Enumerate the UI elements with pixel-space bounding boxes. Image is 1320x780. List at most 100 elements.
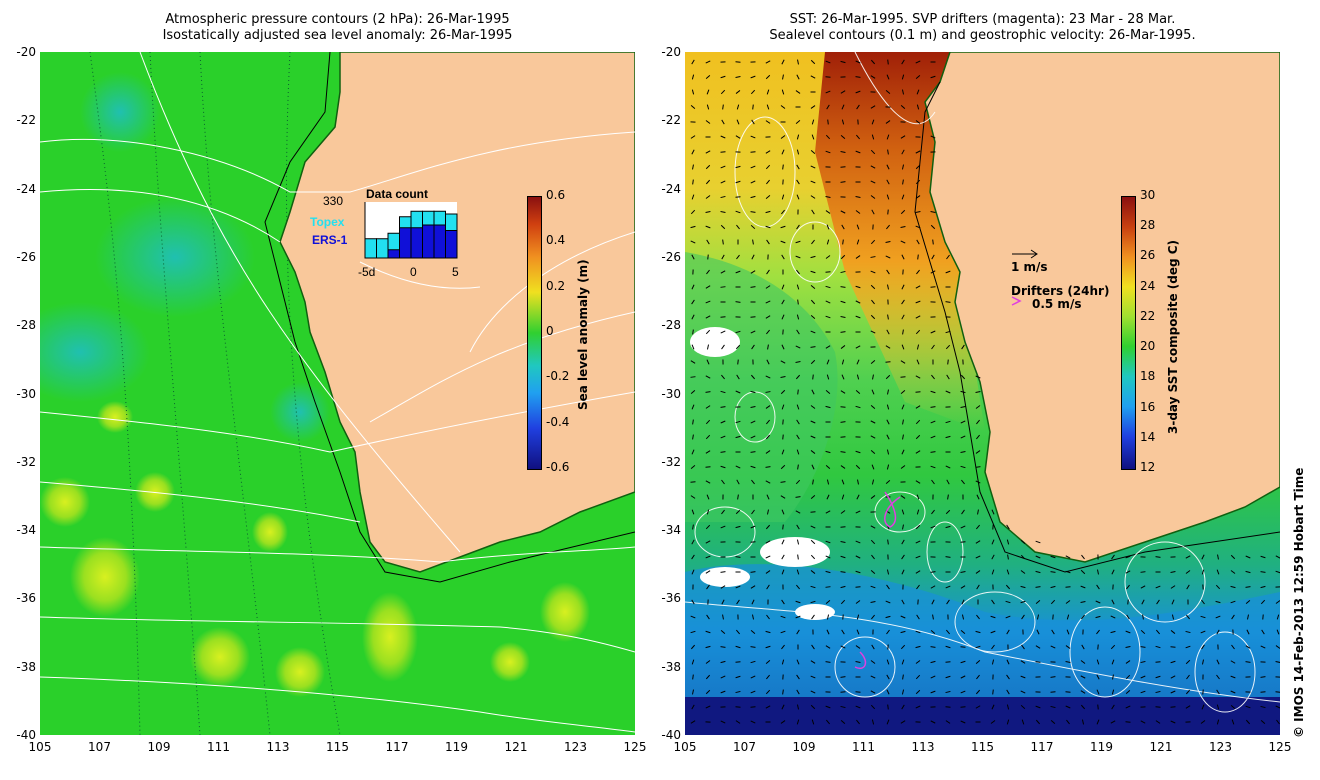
velocity-arrow [692,329,694,335]
velocity-arrow [887,314,889,320]
velocity-arrow [975,630,981,634]
velocity-arrow [915,285,921,289]
velocity-arrow [886,284,890,290]
velocity-arrow [811,644,815,650]
velocity-arrow [945,420,951,424]
velocity-arrow [765,524,771,530]
velocity-arrow [810,704,816,710]
velocity-arrow [691,74,695,80]
velocity-arrow [917,254,919,260]
velocity-arrow [765,480,771,484]
velocity-arrow [870,75,876,79]
velocity-arrow [765,705,771,709]
velocity-arrow [1140,585,1146,589]
velocity-arrow [1185,689,1191,695]
velocity-arrow [945,509,951,515]
velocity-arrow [705,689,711,695]
velocity-arrow [855,555,861,559]
velocity-arrow [797,464,799,470]
velocity-arrow [810,660,816,664]
velocity-arrow [930,75,936,79]
velocity-arrow [1200,630,1206,634]
velocity-arrow [722,104,724,110]
velocity-arrow [946,254,950,260]
velocity-arrow [855,464,861,470]
velocity-arrow [1096,659,1100,665]
velocity-arrow [811,209,815,215]
velocity-arrow [930,585,936,589]
velocity-arrow [1110,630,1116,634]
x-tick-label: 125 [623,740,647,754]
velocity-arrow [946,599,950,605]
velocity-arrow [870,660,876,664]
velocity-arrow [811,119,815,125]
velocity-arrow [1216,659,1220,665]
velocity-arrow [705,210,711,214]
velocity-arrow [886,434,890,440]
velocity-arrow [947,494,949,500]
colorbar-tick-label: 30 [1140,188,1156,202]
velocity-arrow [720,660,726,664]
velocity-arrow [1155,645,1161,649]
velocity-arrow [840,135,846,139]
velocity-arrow [765,570,771,574]
velocity-arrow [796,719,800,725]
velocity-arrow [750,330,756,334]
velocity-arrow [825,570,831,574]
velocity-arrow [782,74,784,80]
velocity-arrow [990,720,996,724]
velocity-arrow [825,719,831,725]
velocity-arrow [870,284,876,290]
velocity-arrow [1201,644,1205,650]
y-tick-label: -36 [661,591,681,606]
velocity-arrow [871,134,875,140]
velocity-arrow [781,554,785,560]
velocity-arrow [871,479,875,485]
x-tick-label: 111 [852,740,875,754]
velocity-arrow [705,300,711,304]
velocity-arrow [931,509,935,515]
velocity-arrow [901,689,905,695]
velocity-arrow [946,374,950,380]
sst-map-graphic [685,52,1280,735]
velocity-arrow [1096,719,1100,725]
velocity-arrow [916,509,920,515]
x-tick-label: 119 [1090,740,1113,754]
high-anomaly-blob [362,592,418,682]
velocity-arrow [840,645,846,649]
velocity-arrow [780,495,786,499]
velocity-arrow [915,150,921,154]
velocity-arrow [840,436,846,438]
velocity-arrow [915,74,921,80]
velocity-arrow [825,255,831,259]
velocity-arrow [841,359,845,365]
velocity-arrow [781,314,785,320]
velocity-arrow [735,165,741,169]
x-tick-label: 109 [147,740,171,754]
velocity-arrow [765,150,771,154]
velocity-arrow [810,435,816,439]
colorbar-tick-label: 14 [1140,429,1156,444]
velocity-arrow [840,465,846,469]
sst-map [685,52,1280,735]
velocity-arrow [750,675,756,679]
velocity-arrow [991,644,995,650]
velocity-arrow [736,104,740,110]
velocity-arrow [886,194,890,200]
velocity-arrow [1230,675,1236,679]
velocity-arrow [840,316,846,318]
velocity-arrow [900,495,906,499]
velocity-arrow [1007,554,1009,560]
velocity-arrow [752,104,754,110]
velocity-arrow [915,405,921,409]
velocity-arrow [765,689,771,695]
velocity-arrow [1036,629,1040,635]
velocity-arrow [825,345,831,349]
velocity-arrow [765,659,771,665]
velocity-arrow [795,240,801,244]
velocity-arrow [720,165,726,169]
velocity-arrow [1065,570,1071,574]
velocity-arrow [1275,600,1280,604]
velocity-arrow [901,74,905,80]
velocity-arrow [750,406,756,408]
